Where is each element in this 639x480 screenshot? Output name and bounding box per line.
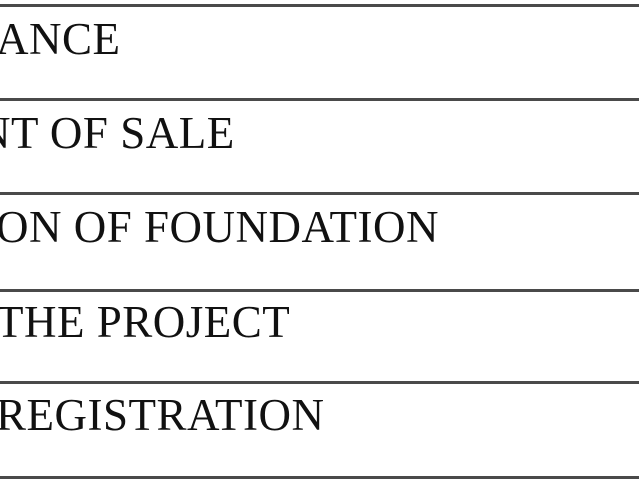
- table-cell: ON OF FOUNDATION: [0, 202, 440, 252]
- table-border: [0, 476, 639, 479]
- table-cell: REGISTRATION: [0, 390, 325, 440]
- table-cell: THE PROJECT: [0, 297, 291, 347]
- table-cell: ANCE: [0, 14, 121, 64]
- table-border: [0, 381, 639, 384]
- table-cell: NT OF SALE: [0, 108, 235, 158]
- table-border: [0, 192, 639, 195]
- table-border: [0, 98, 639, 101]
- table-border: [0, 289, 639, 292]
- table-border: [0, 4, 639, 7]
